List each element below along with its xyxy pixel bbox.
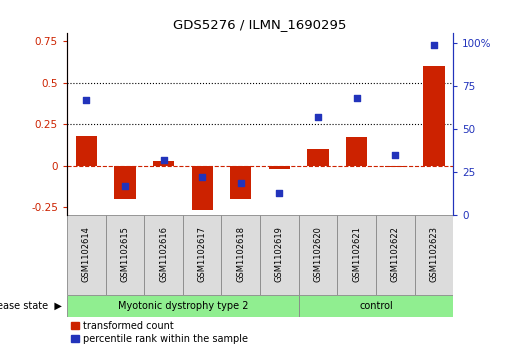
Bar [114,166,135,199]
Bar [230,166,251,199]
Text: GSM1102621: GSM1102621 [352,226,361,282]
Point [314,114,322,120]
Point [430,42,438,48]
Text: GSM1102616: GSM1102616 [159,226,168,282]
Point [82,97,91,103]
FancyBboxPatch shape [183,215,221,295]
FancyBboxPatch shape [260,215,299,295]
Point [198,175,206,180]
Text: control: control [359,301,393,311]
FancyBboxPatch shape [67,295,299,317]
Bar [153,160,174,166]
Text: GSM1102622: GSM1102622 [391,226,400,282]
FancyBboxPatch shape [299,215,337,295]
Bar [192,166,213,211]
FancyBboxPatch shape [144,215,183,295]
Point [275,190,283,196]
Point [352,95,360,101]
Text: GSM1102617: GSM1102617 [198,226,207,282]
Bar [269,166,290,169]
FancyBboxPatch shape [106,215,144,295]
Bar [307,149,329,166]
Title: GDS5276 / ILMN_1690295: GDS5276 / ILMN_1690295 [174,19,347,32]
Bar [346,137,367,166]
Point [391,152,400,158]
Point [159,157,167,163]
FancyBboxPatch shape [415,215,453,295]
FancyBboxPatch shape [221,215,260,295]
Text: GSM1102623: GSM1102623 [430,226,438,282]
Bar [423,66,444,166]
Text: GSM1102620: GSM1102620 [314,226,322,282]
Legend: transformed count, percentile rank within the sample: transformed count, percentile rank withi… [67,317,251,348]
Bar [76,136,97,166]
FancyBboxPatch shape [67,215,106,295]
Text: GSM1102618: GSM1102618 [236,226,245,282]
Text: GSM1102619: GSM1102619 [275,226,284,282]
Bar [385,166,406,167]
FancyBboxPatch shape [376,215,415,295]
Text: GSM1102615: GSM1102615 [121,226,129,282]
FancyBboxPatch shape [337,215,376,295]
Text: Myotonic dystrophy type 2: Myotonic dystrophy type 2 [117,301,248,311]
Point [236,180,245,185]
Point [121,183,129,189]
Text: GSM1102614: GSM1102614 [82,226,91,282]
FancyBboxPatch shape [299,295,453,317]
Text: disease state  ▶: disease state ▶ [0,301,62,311]
